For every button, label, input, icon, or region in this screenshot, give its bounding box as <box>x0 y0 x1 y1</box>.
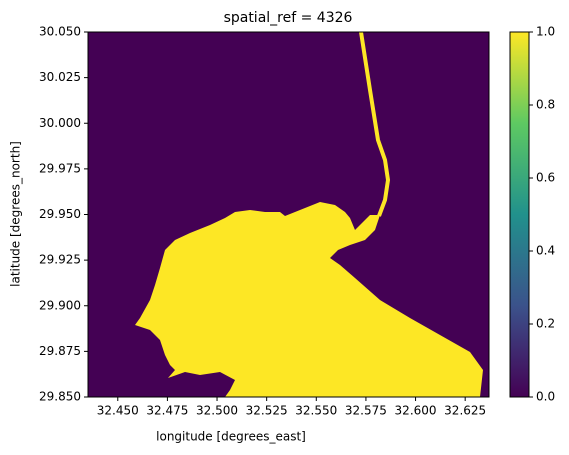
x-tick-label: 32.500 <box>196 404 238 418</box>
y-tick-label: 29.850 <box>39 390 81 404</box>
chart-title: spatial_ref = 4326 <box>224 10 353 26</box>
colorbar-tick-label: 0.8 <box>536 98 555 112</box>
y-tick-label: 29.925 <box>39 253 81 267</box>
colorbar-tick-label: 1.0 <box>536 25 555 39</box>
canal <box>359 31 391 217</box>
y-tick-label: 30.050 <box>39 25 81 39</box>
y-axis-label: latitude [degrees_north] <box>9 141 23 287</box>
y-tick-label: 29.950 <box>39 207 81 221</box>
colorbar <box>509 31 530 398</box>
y-tick-label: 29.975 <box>39 161 81 175</box>
x-axis-label: longitude [degrees_east] <box>156 430 306 444</box>
y-tick-label: 29.875 <box>39 344 81 358</box>
colorbar-tick-label: 0.0 <box>536 390 555 404</box>
land-mask <box>135 202 483 397</box>
colorbar-tick-label: 0.2 <box>536 317 555 331</box>
colorbar-tick-label: 0.4 <box>536 244 555 258</box>
x-tick-label: 32.625 <box>444 404 486 418</box>
x-tick-label: 32.550 <box>295 404 337 418</box>
x-tick-label: 32.450 <box>97 404 139 418</box>
x-tick-label: 32.475 <box>146 404 188 418</box>
y-tick-label: 30.000 <box>39 116 81 130</box>
x-tick-label: 32.525 <box>246 404 288 418</box>
x-tick-label: 32.600 <box>395 404 437 418</box>
colorbar-tick-label: 0.6 <box>536 171 555 185</box>
y-tick-label: 30.025 <box>39 70 81 84</box>
x-tick-label: 32.575 <box>345 404 387 418</box>
y-tick-label: 29.900 <box>39 298 81 312</box>
